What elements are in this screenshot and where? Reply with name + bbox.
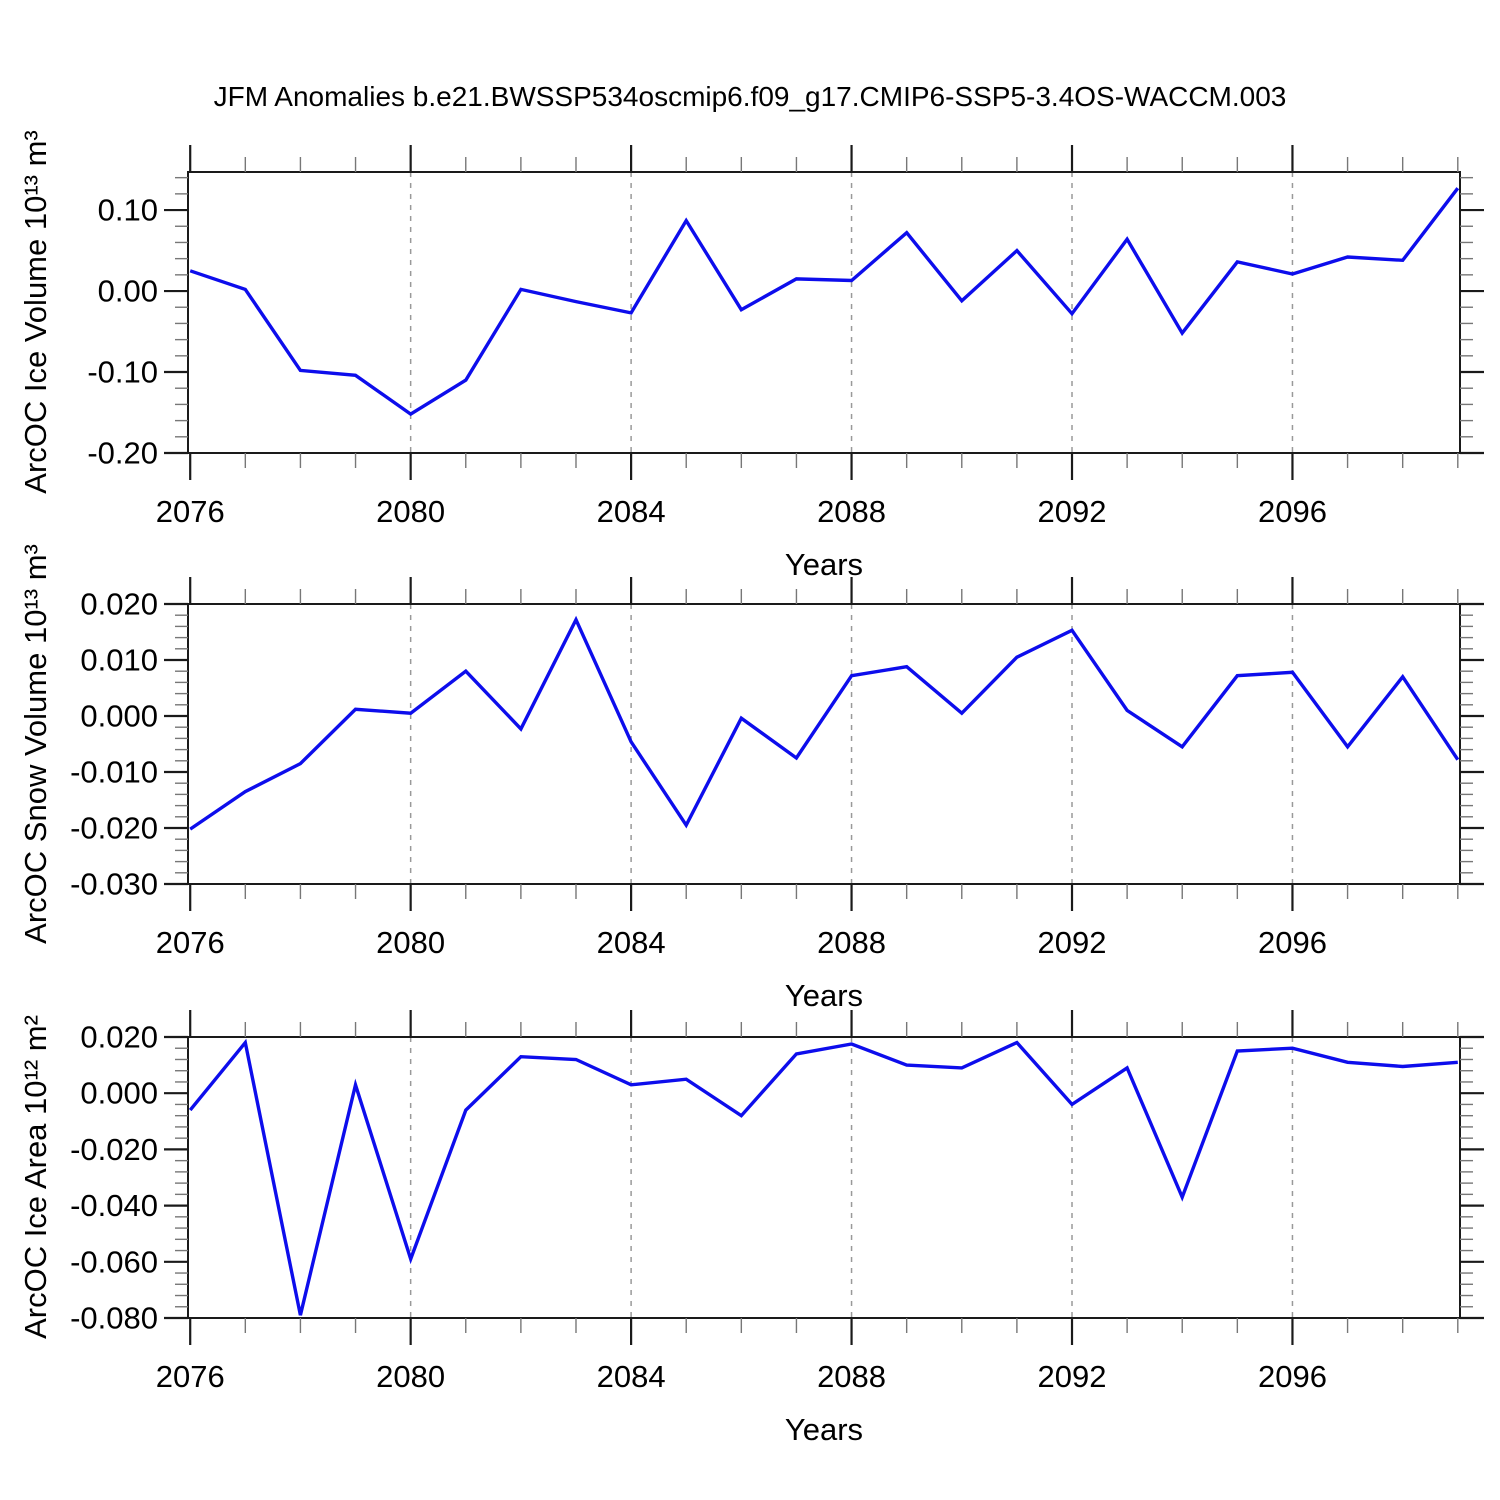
x-tick-label: 2080 [376, 494, 445, 529]
x-axis-label: Years [785, 978, 863, 1013]
x-tick-label: 2088 [817, 494, 886, 529]
x-axis-label: Years [785, 1412, 863, 1447]
y-axis-label: ArcOC Ice Area 10¹² m² [18, 1015, 53, 1339]
x-tick-label: 2096 [1258, 925, 1327, 960]
y-tick-label: 0.020 [80, 587, 158, 622]
x-tick-label: 2088 [817, 925, 886, 960]
y-tick-label: -0.080 [70, 1301, 158, 1336]
chart-snow-volume: ArcOC Snow Volume 10¹³ m³ Years 2076 2080… [18, 544, 1484, 1013]
y-tick-label: 0.000 [80, 1076, 158, 1111]
y-tick-label: -0.030 [70, 867, 158, 902]
x-tick-label: 2096 [1258, 1359, 1327, 1394]
y-tick-label: -0.060 [70, 1244, 158, 1279]
plot-box [187, 603, 1461, 885]
x-tick-label: 2084 [597, 1359, 666, 1394]
x-tick-label: 2076 [156, 1359, 225, 1394]
x-tick-label: 2084 [597, 494, 666, 529]
y-tick-label: 0.020 [80, 1020, 158, 1055]
x-tick-label: 2080 [376, 925, 445, 960]
y-tick-label: 0.010 [80, 643, 158, 678]
y-tick-label: -0.10 [87, 355, 158, 390]
y-tick-label: 0.10 [98, 193, 158, 228]
x-tick-label: 2076 [156, 925, 225, 960]
chart-ice-area: ArcOC Ice Area 10¹² m² Years 2076 2080 208… [18, 1010, 1484, 1447]
series-line [188, 1038, 1458, 1316]
plot-title: JFM Anomalies b.e21.BWSSP534oscmip6.f09_… [214, 81, 1287, 112]
y-tick-label: 0.000 [80, 699, 158, 734]
y-axis-label: ArcOC Ice Volume 10¹³ m³ [18, 130, 53, 493]
series-line [189, 615, 1460, 831]
x-tick-label: 2084 [597, 925, 666, 960]
plot-box [187, 171, 1461, 454]
y-tick-label: -0.020 [70, 811, 158, 846]
chart-ice-volume: ArcOC Ice Volume 10¹³ m³ Years 2076 2080 2… [18, 130, 1484, 582]
y-tick-label: -0.040 [70, 1188, 158, 1223]
plot-box [187, 1036, 1461, 1319]
x-axis-label: Years [785, 547, 863, 582]
x-tick-label: 2092 [1038, 1359, 1107, 1394]
y-tick-label: -0.020 [70, 1132, 158, 1167]
x-tick-label: 2092 [1038, 925, 1107, 960]
y-axis-label: ArcOC Snow Volume 10¹³ m³ [18, 544, 53, 944]
x-tick-label: 2092 [1038, 494, 1107, 529]
series-line [189, 187, 1460, 417]
x-tick-label: 2096 [1258, 494, 1327, 529]
x-tick-label: 2088 [817, 1359, 886, 1394]
y-tick-label: -0.010 [70, 755, 158, 790]
x-tick-label: 2080 [376, 1359, 445, 1394]
y-tick-label: -0.20 [87, 436, 158, 471]
y-tick-label: 0.00 [98, 274, 158, 309]
x-tick-label: 2076 [156, 494, 225, 529]
